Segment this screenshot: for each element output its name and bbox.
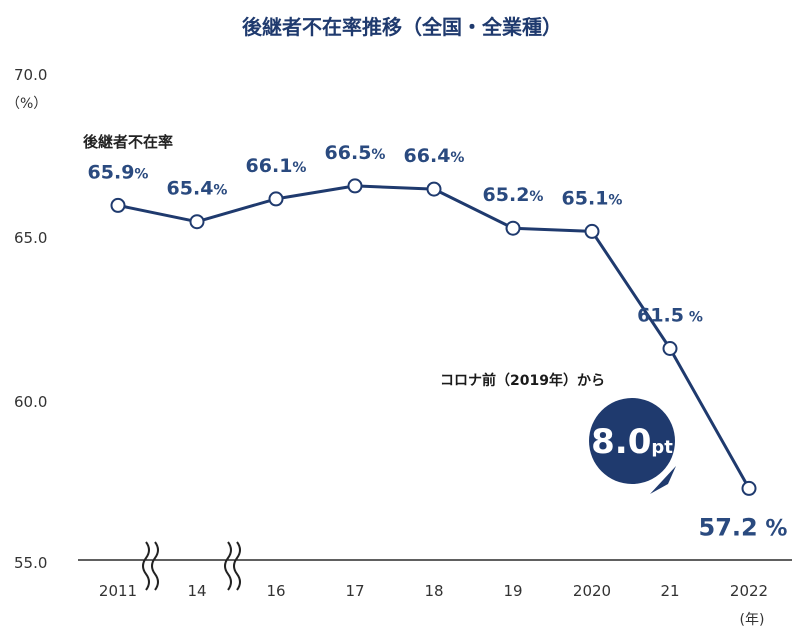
x-tick-label: 21 xyxy=(660,582,679,600)
badge-value: 8.0pt xyxy=(591,422,673,462)
data-point xyxy=(584,223,600,239)
data-label: 65.4% xyxy=(167,178,228,200)
data-label: 57.2 % xyxy=(699,513,788,541)
axis-break-mark xyxy=(142,541,159,591)
x-unit-label: (年) xyxy=(740,612,765,628)
series-name-label: 後継者不在率 xyxy=(82,133,173,151)
data-label: 66.5% xyxy=(325,142,386,164)
data-point xyxy=(426,181,442,197)
data-label: 65.1% xyxy=(562,187,623,209)
axis-break-mark xyxy=(224,541,241,591)
y-tick-label: 70.0 xyxy=(14,66,47,84)
y-tick-label: 65.0 xyxy=(14,229,47,247)
data-point xyxy=(662,341,678,356)
data-points xyxy=(110,178,757,496)
badge-shape xyxy=(650,466,676,494)
data-label: 65.9% xyxy=(88,161,149,183)
data-label: 66.1% xyxy=(246,155,307,177)
data-point xyxy=(505,220,521,236)
x-tick-label: 19 xyxy=(503,582,522,600)
data-point xyxy=(741,480,757,496)
data-point xyxy=(268,191,284,207)
chart-title: 後継者不在率推移（全国・全業種） xyxy=(242,15,562,39)
y-tick-label: 55.0 xyxy=(14,554,47,572)
badge-number: 8.0 xyxy=(591,422,651,462)
x-tick-label: 16 xyxy=(266,582,285,600)
x-tick-labels: 2011 14 16 17 18 19 2020 21 2022 xyxy=(99,582,768,600)
badge-circle xyxy=(589,398,675,484)
data-point xyxy=(347,178,363,194)
data-point xyxy=(110,197,126,213)
data-label: 66.4% xyxy=(404,145,465,167)
badge-unit: pt xyxy=(651,437,673,458)
x-tick-label: 2022 xyxy=(730,582,768,600)
change-badge: 8.0pt xyxy=(589,398,676,494)
data-point xyxy=(189,214,205,230)
data-label: 61.5 % xyxy=(637,305,703,327)
data-labels: 65.9% 65.4% 66.1% 66.5% 66.4% 65.2% 65.1% 61.5 … xyxy=(88,142,788,542)
data-label: 65.2% xyxy=(483,184,544,206)
x-tick-label: 2020 xyxy=(573,582,611,600)
y-tick-label: 60.0 xyxy=(14,393,47,411)
x-tick-label: 18 xyxy=(424,582,443,600)
x-tick-label: 2011 xyxy=(99,582,137,600)
annotation-text: コロナ前（2019年）から xyxy=(440,372,605,389)
y-unit-label: （%） xyxy=(6,96,47,112)
x-tick-label: 17 xyxy=(345,582,364,600)
x-tick-label: 14 xyxy=(187,582,206,600)
